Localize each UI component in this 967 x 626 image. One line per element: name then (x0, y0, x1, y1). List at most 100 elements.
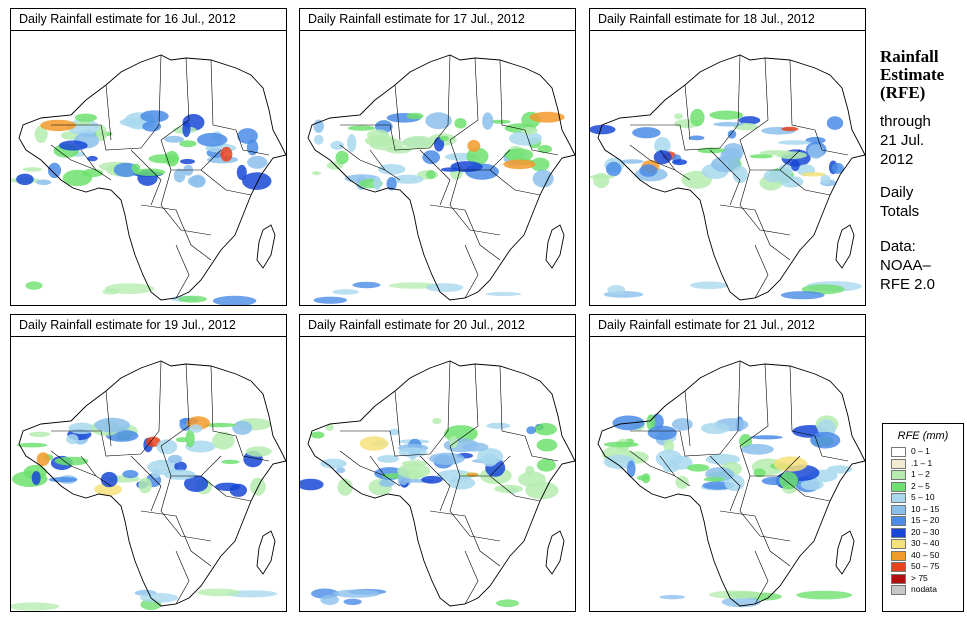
country-border (629, 144, 676, 171)
rainfall-area (25, 281, 43, 290)
rainfall-map (590, 30, 865, 305)
country-border (235, 435, 270, 462)
legend-item: > 75 (883, 573, 963, 585)
country-border (51, 124, 142, 151)
rainfall-area (536, 458, 556, 472)
madagascar-outline (545, 224, 565, 269)
rainfall-area (22, 167, 43, 172)
africa-coastline (18, 360, 286, 607)
country-border (160, 57, 190, 141)
rainfall-area (347, 125, 376, 131)
map-panel-16-jul: Daily Rainfall estimate for 16 Jul., 201… (10, 8, 287, 306)
map-panel-19-jul: Daily Rainfall estimate for 19 Jul., 201… (10, 314, 287, 612)
country-border (235, 129, 270, 156)
rainfall-area (312, 171, 321, 176)
panel-title: Daily Rainfall estimate for 16 Jul., 201… (11, 9, 286, 31)
rainfall-area (711, 156, 740, 173)
africa-map-svg (11, 360, 286, 611)
country-border (419, 149, 451, 206)
rainfall-area (236, 164, 247, 181)
data-source: Data: NOAA– RFE 2.0 (880, 237, 965, 294)
country-border (140, 510, 212, 567)
rainfall-area (518, 471, 546, 488)
legend-label: nodata (911, 584, 937, 594)
legend-label: 40 – 50 (911, 549, 940, 560)
legend-item: 0 – 1 (883, 446, 963, 458)
rainfall-area (320, 594, 339, 605)
map-panel-17-jul: Daily Rainfall estimate for 17 Jul., 201… (299, 8, 576, 306)
rainfall-area (467, 139, 481, 152)
rainfall-area (421, 475, 443, 484)
rainfall-area (36, 179, 52, 186)
rainfall-area (343, 598, 362, 605)
rainfall-area (36, 452, 50, 466)
country-border (739, 57, 769, 141)
rainfall-area (378, 164, 406, 175)
country-border (339, 144, 386, 171)
country-border (684, 390, 691, 447)
rainfall-area (607, 285, 626, 295)
legend-swatch (891, 527, 906, 538)
rainfall-area (72, 121, 92, 126)
rainfall-area (406, 112, 424, 120)
rainfall-area (639, 164, 658, 177)
rainfall-area (168, 454, 183, 464)
country-border (339, 450, 386, 477)
legend-label: 1 – 2 (911, 469, 930, 479)
country-border (175, 244, 190, 299)
rainfall-area (722, 143, 744, 160)
rainfall-area (439, 135, 449, 141)
rainfall-area (373, 176, 382, 191)
country-border (449, 169, 501, 236)
rainfall-area (335, 150, 349, 165)
rainfall-area (732, 166, 748, 184)
rainfall-area (189, 424, 203, 433)
legend-label: 15 – 20 (911, 515, 940, 525)
rainfall-area (352, 281, 381, 289)
country-border (51, 430, 142, 457)
country-border (719, 204, 791, 261)
country-border (160, 139, 222, 171)
africa-map-svg (11, 54, 286, 305)
rainfall-area (749, 154, 773, 159)
rainfall-area (626, 460, 636, 478)
country-border (739, 363, 769, 447)
rainfall-area (777, 163, 793, 178)
country-border (719, 510, 791, 567)
rainfall-area (54, 456, 89, 466)
rainfall-area (429, 452, 465, 465)
through-line: 2012 (880, 151, 914, 168)
rainfall-area (178, 295, 208, 303)
rainfall-area (100, 471, 118, 488)
rainfall-area (779, 471, 799, 490)
product-title: Rainfall Estimate (RFE) (880, 48, 965, 102)
rainfall-area (96, 124, 108, 142)
totals-line: Totals (880, 203, 920, 220)
map-panel-21-jul: Daily Rainfall estimate for 21 Jul., 201… (589, 314, 866, 612)
rainfall-area (780, 176, 804, 188)
rainfall-area (40, 119, 76, 132)
rainfall-area (377, 455, 399, 463)
rainfall-area (148, 154, 180, 164)
legend-swatch (891, 493, 906, 503)
rainfall-area (486, 422, 511, 429)
country-border (105, 84, 112, 141)
country-border (464, 244, 479, 299)
country-border (739, 445, 801, 477)
legend-swatch (891, 504, 906, 515)
country-border (429, 510, 501, 567)
rainfall-area (87, 155, 98, 162)
rainfall-area (462, 442, 489, 452)
rainfall-area (509, 131, 542, 146)
madagascar-outline (256, 224, 276, 269)
rainfall-area (632, 127, 661, 139)
rainfall-area (738, 116, 761, 125)
country-border (160, 445, 222, 477)
rainfall-area (104, 283, 154, 294)
rainfall-area (326, 161, 344, 170)
rainfall-area (174, 461, 187, 472)
rainfall-area (606, 161, 622, 177)
rainfall-area (179, 140, 197, 148)
